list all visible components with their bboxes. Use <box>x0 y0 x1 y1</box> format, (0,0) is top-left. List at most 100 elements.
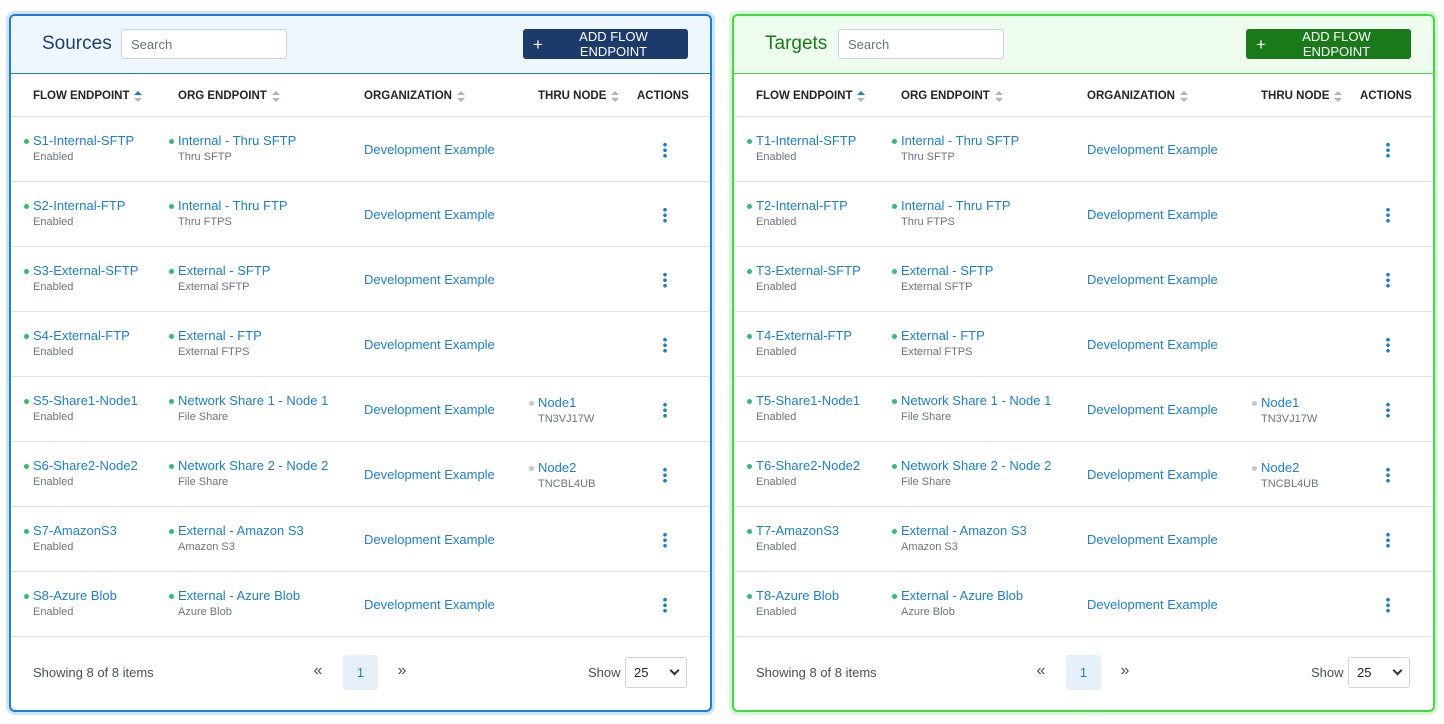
thru-node-link[interactable]: Node2 <box>538 460 577 475</box>
kebab-menu-icon[interactable] <box>1386 207 1390 223</box>
kebab-menu-icon[interactable] <box>1386 272 1390 288</box>
first-page-icon[interactable]: « <box>1036 662 1046 679</box>
thru-node-id: TNCBL4UB <box>1261 478 1319 490</box>
flow-endpoint-link[interactable]: S1-Internal-SFTP <box>33 133 135 148</box>
flow-endpoint-link[interactable]: T6-Share2-Node2 <box>756 458 861 473</box>
status-text: Enabled <box>33 281 74 293</box>
status-dot-icon <box>169 399 174 404</box>
kebab-menu-icon[interactable] <box>1386 142 1390 158</box>
flow-endpoint-link[interactable]: T1-Internal-SFTP <box>756 133 857 148</box>
table-row: T8-Azure Blob Enabled External - Azure Blo… <box>734 572 1433 637</box>
thru-node-link[interactable]: Node2 <box>1261 460 1300 475</box>
organization-link[interactable]: Development Example <box>1087 207 1218 222</box>
thru-node-link[interactable]: Node1 <box>1261 395 1300 410</box>
flow-endpoint-link[interactable]: T8-Azure Blob <box>756 588 840 603</box>
kebab-menu-icon[interactable] <box>1386 467 1390 483</box>
flow-endpoint-link[interactable]: T3-External-SFTP <box>756 263 861 278</box>
organization-link[interactable]: Development Example <box>364 207 495 222</box>
organization-link[interactable]: Development Example <box>364 337 495 352</box>
org-endpoint-link[interactable]: External - Amazon S3 <box>178 523 304 538</box>
organization-link[interactable]: Development Example <box>1087 272 1218 287</box>
flow-endpoint-link[interactable]: S2-Internal-FTP <box>33 198 126 213</box>
flow-endpoint-link[interactable]: S6-Share2-Node2 <box>33 458 138 473</box>
flow-endpoint-link[interactable]: S4-External-FTP <box>33 328 130 343</box>
organization-link[interactable]: Development Example <box>364 467 495 482</box>
flow-endpoint-link[interactable]: T7-AmazonS3 <box>756 523 840 538</box>
table-row: T3-External-SFTP Enabled External - SFTP Ex… <box>734 247 1433 312</box>
kebab-menu-icon[interactable] <box>1386 597 1390 613</box>
organization-link[interactable]: Development Example <box>1087 532 1218 547</box>
kebab-menu-icon[interactable] <box>663 207 667 223</box>
organization-link[interactable]: Development Example <box>364 402 495 417</box>
org-endpoint-link[interactable]: External - FTP <box>178 328 262 343</box>
organization-link[interactable]: Development Example <box>1087 337 1218 352</box>
column-header-organization[interactable]: ORGANIZATION <box>1087 90 1188 102</box>
organization-link[interactable]: Development Example <box>364 142 495 157</box>
organization-link[interactable]: Development Example <box>364 532 495 547</box>
org-endpoint-link[interactable]: External - SFTP <box>178 263 271 278</box>
table-row: S3-External-SFTP Enabled External - SFTP Ex… <box>11 247 710 312</box>
kebab-menu-icon[interactable] <box>1386 532 1390 548</box>
organization-link[interactable]: Development Example <box>364 272 495 287</box>
org-endpoint-link[interactable]: Network Share 1 - Node 1 <box>178 393 329 408</box>
kebab-menu-icon[interactable] <box>663 532 667 548</box>
org-endpoint-link[interactable]: External - Azure Blob <box>901 588 1024 603</box>
organization-link[interactable]: Development Example <box>364 597 495 612</box>
org-endpoint-link[interactable]: Internal - Thru FTP <box>178 198 288 213</box>
organization-link[interactable]: Development Example <box>1087 142 1218 157</box>
org-endpoint-type: External SFTP <box>901 281 973 293</box>
org-endpoint-link[interactable]: External - SFTP <box>901 263 994 278</box>
last-page-icon[interactable]: » <box>397 662 407 679</box>
column-header-thru-node[interactable]: THRU NODE <box>1261 90 1343 102</box>
targets-add-flow-endpoint-button[interactable]: + ADD FLOW ENDPOINT <box>1246 29 1411 59</box>
flow-endpoint-link[interactable]: S5-Share1-Node1 <box>33 393 138 408</box>
org-endpoint-link[interactable]: External - Azure Blob <box>178 588 301 603</box>
org-endpoint-link[interactable]: External - Amazon S3 <box>901 523 1027 538</box>
column-header-org-endpoint[interactable]: ORG ENDPOINT <box>178 90 280 102</box>
column-header-thru-node[interactable]: THRU NODE <box>538 90 620 102</box>
org-endpoint-link[interactable]: Internal - Thru SFTP <box>178 133 297 148</box>
thru-node-link[interactable]: Node1 <box>538 395 577 410</box>
column-header-flow-endpoint[interactable]: FLOW ENDPOINT <box>33 90 143 102</box>
org-endpoint-link[interactable]: Network Share 1 - Node 1 <box>901 393 1052 408</box>
kebab-menu-icon[interactable] <box>1386 337 1390 353</box>
status-dot-icon <box>24 334 29 339</box>
sources-search-input[interactable] <box>121 29 287 59</box>
flow-endpoint-cell: S8-Azure Blob Enabled <box>24 588 117 618</box>
flow-endpoint-cell: T5-Share1-Node1 Enabled <box>747 393 861 423</box>
flow-endpoint-link[interactable]: T5-Share1-Node1 <box>756 393 861 408</box>
targets-search-input[interactable] <box>838 29 1004 59</box>
flow-endpoint-link[interactable]: T4-External-FTP <box>756 328 853 343</box>
page-size-select[interactable]: 25 <box>1348 657 1410 688</box>
first-page-icon[interactable]: « <box>313 662 323 679</box>
column-header-organization[interactable]: ORGANIZATION <box>364 90 465 102</box>
org-endpoint-link[interactable]: Network Share 2 - Node 2 <box>901 458 1052 473</box>
org-endpoint-link[interactable]: Internal - Thru SFTP <box>901 133 1020 148</box>
sources-add-flow-endpoint-button[interactable]: + ADD FLOW ENDPOINT <box>523 29 688 59</box>
org-endpoint-link[interactable]: External - FTP <box>901 328 985 343</box>
organization-link[interactable]: Development Example <box>1087 402 1218 417</box>
org-endpoint-type: Azure Blob <box>901 606 955 618</box>
page-button[interactable]: 1 <box>1066 655 1101 690</box>
column-header-org-endpoint[interactable]: ORG ENDPOINT <box>901 90 1003 102</box>
kebab-menu-icon[interactable] <box>663 402 667 418</box>
org-endpoint-link[interactable]: Network Share 2 - Node 2 <box>178 458 329 473</box>
organization-link[interactable]: Development Example <box>1087 597 1218 612</box>
kebab-menu-icon[interactable] <box>663 272 667 288</box>
last-page-icon[interactable]: » <box>1120 662 1130 679</box>
org-endpoint-link[interactable]: Internal - Thru FTP <box>901 198 1011 213</box>
flow-endpoint-link[interactable]: S8-Azure Blob <box>33 588 117 603</box>
organization-link[interactable]: Development Example <box>1087 467 1218 482</box>
flow-endpoint-link[interactable]: S7-AmazonS3 <box>33 523 117 538</box>
status-text: Enabled <box>756 216 797 228</box>
kebab-menu-icon[interactable] <box>663 337 667 353</box>
page-button[interactable]: 1 <box>343 655 378 690</box>
flow-endpoint-link[interactable]: T2-Internal-FTP <box>756 198 848 213</box>
kebab-menu-icon[interactable] <box>663 467 667 483</box>
flow-endpoint-link[interactable]: S3-External-SFTP <box>33 263 139 278</box>
kebab-menu-icon[interactable] <box>663 597 667 613</box>
kebab-menu-icon[interactable] <box>663 142 667 158</box>
column-header-flow-endpoint[interactable]: FLOW ENDPOINT <box>756 90 866 102</box>
page-size-select[interactable]: 25 <box>625 657 687 688</box>
kebab-menu-icon[interactable] <box>1386 402 1390 418</box>
